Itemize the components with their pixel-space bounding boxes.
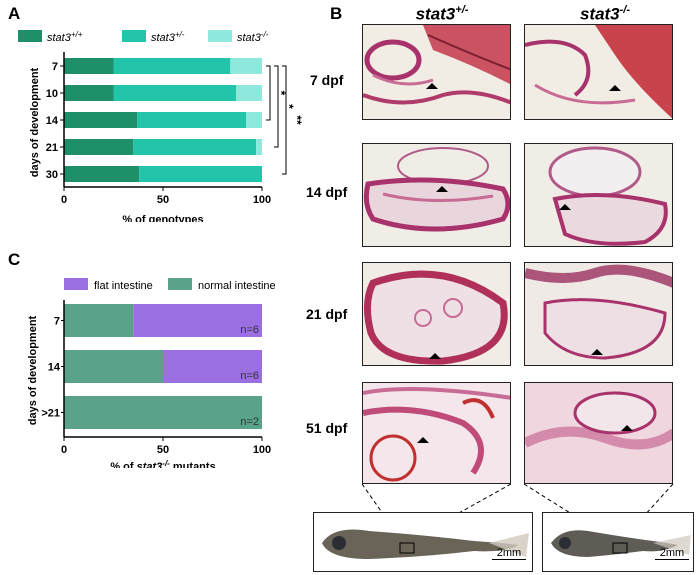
bar-14-0 — [64, 350, 163, 383]
bar-7-0 — [64, 58, 114, 74]
legend-label-0: stat3+/+ — [47, 30, 83, 44]
y-axis-label: days of development — [27, 315, 39, 425]
category-label-14: 14 — [46, 115, 59, 127]
larva-photo-het: 2mm — [313, 512, 533, 572]
larva-photo-mut: 2mm — [542, 512, 694, 572]
row-label-7dpf: 7 dpf — [310, 72, 344, 88]
bar-10-2 — [236, 85, 262, 101]
bar->21-0 — [64, 396, 262, 429]
category-label-1: 14 — [48, 362, 61, 374]
category-label-0: 7 — [54, 316, 60, 328]
bar-10-0 — [64, 85, 114, 101]
bar-14-1 — [137, 112, 247, 128]
x-tick-label-50: 50 — [157, 194, 169, 206]
bar-14-1 — [163, 350, 262, 383]
col-head-mut: stat3-/- — [579, 4, 631, 24]
legend-swatch-1 — [168, 278, 192, 290]
histology-7dpf-mut — [524, 24, 673, 120]
histology-14dpf-mut — [524, 143, 673, 247]
panel-c-letter: C — [8, 250, 21, 269]
histology-51dpf-het — [362, 382, 511, 484]
x-axis-label: % of genotypes — [122, 214, 203, 222]
bar-30-0 — [64, 166, 140, 182]
legend-swatch-1 — [122, 30, 146, 42]
bar-21-2 — [256, 139, 262, 155]
row-label-51dpf: 51 dpf — [306, 420, 348, 436]
bar-label-0: n=6 — [240, 324, 259, 336]
legend-label-2: stat3-/- — [237, 30, 269, 44]
significance-label-0: * — [274, 91, 288, 96]
legend-swatch-0 — [18, 30, 42, 42]
significance-label-1: * — [282, 104, 296, 109]
scale-bar-het: 2mm — [492, 547, 526, 560]
bar-7-0 — [64, 304, 134, 337]
bar-21-0 — [64, 139, 134, 155]
histology-51dpf-mut — [524, 382, 673, 484]
legend-swatch-2 — [208, 30, 232, 42]
legend-label-1: normal intestine — [198, 280, 276, 292]
category-label-30: 30 — [46, 169, 58, 181]
bar-7-2 — [230, 58, 262, 74]
histology-7dpf-het — [362, 24, 511, 120]
genotype-chart: stat3+/+ stat3+/- stat3-/- 7 10 14 21 30 0 50 100%… — [18, 30, 304, 222]
bar-14-2 — [246, 112, 262, 128]
bar-21-1 — [133, 139, 257, 155]
bar-7-1 — [113, 58, 231, 74]
bar-label-2: n=2 — [240, 416, 259, 428]
x-tick-label-100: 100 — [253, 194, 271, 206]
x-tick-label-100: 100 — [253, 444, 271, 456]
row-label-21dpf: 21 dpf — [306, 306, 348, 322]
x-axis-label: % of stat3-/- mutants — [110, 459, 215, 468]
bar-30-1 — [139, 166, 262, 182]
bar-label-1: n=6 — [240, 370, 259, 382]
category-label-2: >21 — [41, 408, 60, 420]
bar-7-1 — [133, 304, 262, 337]
intestine-chart: flat intestine normal intestine n=6 7 n=6 14 n… — [27, 278, 276, 468]
histology-21dpf-het — [362, 262, 511, 366]
row-label-14dpf: 14 dpf — [306, 184, 348, 200]
histology-21dpf-mut — [524, 262, 673, 366]
y-axis-label: days of development — [29, 67, 41, 177]
col-head-het: stat3+/- — [415, 4, 469, 24]
significance-label-2: ** — [290, 115, 304, 125]
bar-10-1 — [113, 85, 237, 101]
legend-label-1: stat3+/- — [151, 30, 185, 44]
significance-bracket-1 — [274, 65, 279, 148]
legend-label-0: flat intestine — [94, 280, 153, 292]
bar-14-0 — [64, 112, 138, 128]
significance-bracket-2 — [282, 65, 287, 175]
x-tick-label-0: 0 — [61, 194, 67, 206]
panel-b-letter: B — [330, 4, 343, 23]
significance-bracket-0 — [266, 65, 271, 121]
category-label-10: 10 — [46, 88, 58, 100]
x-tick-label-0: 0 — [61, 444, 67, 456]
scale-bar-mut: 2mm — [655, 547, 689, 560]
category-label-21: 21 — [46, 142, 58, 154]
category-label-7: 7 — [52, 61, 58, 73]
panel-a-letter: A — [8, 4, 21, 23]
histology-14dpf-het — [362, 143, 511, 247]
legend-swatch-0 — [64, 278, 88, 290]
x-tick-label-50: 50 — [157, 444, 169, 456]
